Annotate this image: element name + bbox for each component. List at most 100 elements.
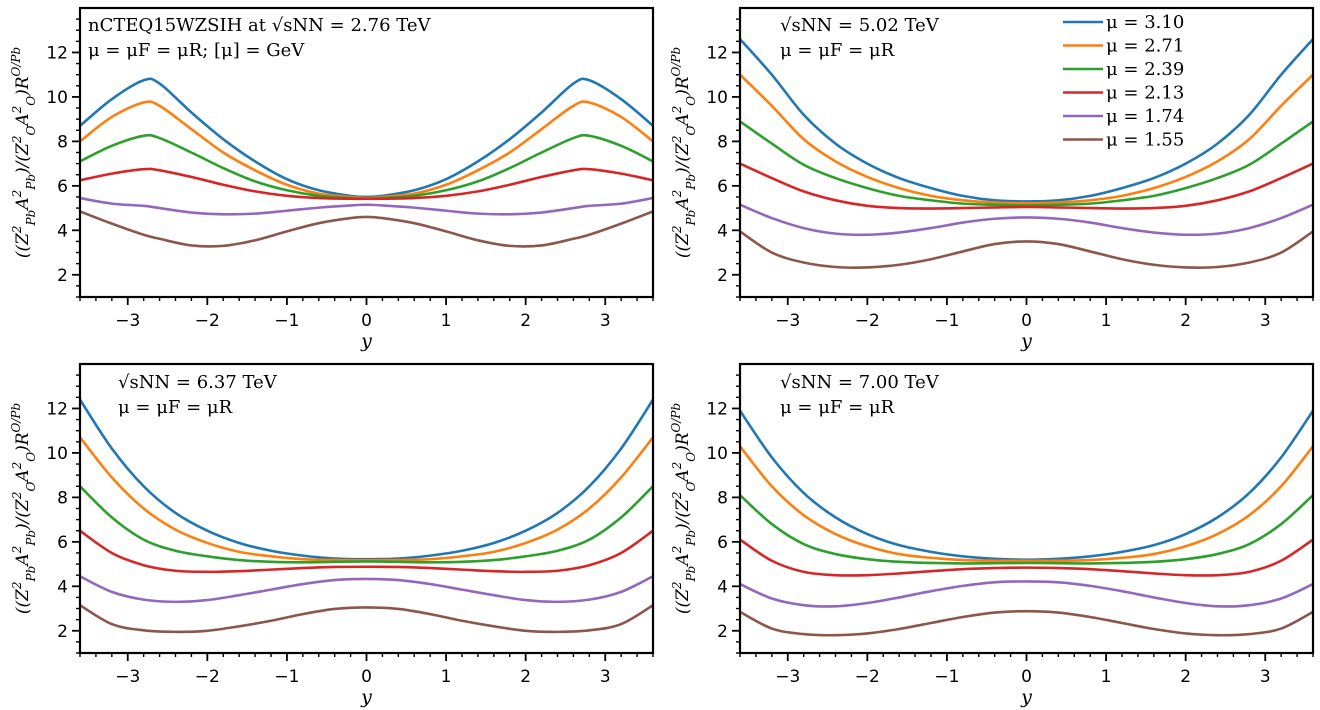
axes-frame [738,362,1315,655]
x-tick-label: 3 [1260,311,1271,331]
y-axis-label: ((Z2PbA2Pb)/(Z2OA2O)RO/Pb [9,47,38,258]
legend-label: μ = 3.10 [1106,12,1184,33]
x-tick-label: 2 [1180,311,1191,331]
y-tick-label: 4 [57,577,68,597]
series-line-mu-3.10 [740,37,1313,203]
series-line-mu-2.13 [80,529,653,574]
x-tick-label: −2 [195,667,220,687]
y-tick-label: 4 [717,577,728,597]
x-tick-label: 1 [1101,311,1112,331]
x-tick-label: −2 [855,311,880,331]
series-line-mu-2.71 [80,100,653,200]
y-tick-label: 8 [57,488,68,508]
series-line-mu-3.10 [80,398,653,561]
x-axis-label: y [1020,330,1032,352]
series-line-mu-3.10 [80,77,653,199]
annotation-line-2: μ = μF = μR [118,397,233,418]
annotation-line-1: √sNN = 7.00 TeV [780,372,940,393]
legend-label: μ = 2.13 [1106,83,1184,104]
y-tick-label: 8 [717,488,728,508]
panel-top-right: −3 −2 −1 0 1 2 324681012y((Z2PbA2Pb)/(Z2OA2O)R… [669,6,1315,352]
legend-label: μ = 2.39 [1106,59,1184,80]
series-line-mu-1.74 [740,203,1313,237]
series-group [80,77,653,248]
x-tick-label: 2 [1180,667,1191,687]
x-tick-label: 2 [520,667,531,687]
y-tick-label: 6 [57,177,68,197]
x-tick-label: −1 [934,311,959,331]
x-tick-label: −2 [855,667,880,687]
x-tick-label: −3 [775,667,800,687]
y-axis-label: ((Z2PbA2Pb)/(Z2OA2O)RO/Pb [669,47,698,258]
y-tick-label: 6 [57,533,68,553]
y-tick-label: 2 [717,622,728,642]
y-tick-label: 12 [46,399,68,419]
y-tick-label: 2 [717,266,728,286]
series-group [740,37,1313,269]
y-tick-label: 8 [717,132,728,152]
x-tick-label: 3 [1260,667,1271,687]
series-line-mu-2.13 [740,162,1313,210]
series-line-mu-2.39 [740,493,1313,565]
legend-label: μ = 2.71 [1106,36,1184,57]
y-tick-label: 2 [57,622,68,642]
series-line-mu-3.10 [740,409,1313,561]
panel-bottom-right: −3 −2 −1 0 1 2 324681012y((Z2PbA2Pb)/(Z2OA2O)R… [669,362,1315,708]
y-tick-label: 8 [57,132,68,152]
series-line-mu-1.55 [80,603,653,634]
series-group [740,409,1313,637]
panel-bottom-left: −3 −2 −1 0 1 2 324681012y((Z2PbA2Pb)/(Z2OA2O)R… [9,362,655,708]
series-line-mu-2.39 [740,120,1313,207]
x-tick-label: −3 [775,311,800,331]
axes-frame [738,6,1315,299]
series-line-mu-1.55 [740,230,1313,269]
legend-label: μ = 1.55 [1106,130,1184,151]
annotation-line-2: μ = μF = μR [780,397,895,418]
series-line-mu-1.55 [740,609,1313,637]
x-tick-label: −1 [934,667,959,687]
x-tick-label: −3 [115,311,140,331]
y-tick-label: 10 [706,444,728,464]
series-line-mu-1.74 [80,196,653,216]
x-tick-label: 0 [361,311,372,331]
x-tick-label: 0 [361,667,372,687]
y-tick-label: 12 [706,43,728,63]
legend-label: μ = 1.74 [1106,106,1184,127]
annotation-line-2: μ = μF = μR; [μ] = GeV [88,40,305,61]
x-tick-label: 3 [600,667,611,687]
y-tick-label: 2 [57,266,68,286]
series-line-mu-2.71 [740,73,1313,205]
axes-frame [78,362,655,655]
y-tick-label: 6 [717,177,728,197]
annotation-line-1: nCTEQ15WZSIH at √sNN = 2.76 TeV [88,15,432,36]
x-tick-label: 0 [1021,311,1032,331]
x-tick-label: −2 [195,311,220,331]
y-tick-label: 10 [706,88,728,108]
legend: μ = 3.10 μ = 2.71μ = 2.39 μ = 2.13μ = 1.74… [1063,12,1184,151]
y-axis-label: ((Z2PbA2Pb)/(Z2OA2O)RO/Pb [669,403,698,614]
series-line-mu-1.74 [740,580,1313,608]
series-line-mu-1.55 [80,210,653,248]
x-tick-label: 1 [441,311,452,331]
series-line-mu-2.71 [740,444,1313,563]
y-tick-label: 12 [706,399,728,419]
x-axis-label: y [360,330,372,352]
series-line-mu-2.13 [80,167,653,201]
annotation-line-1: √sNN = 5.02 TeV [780,15,940,36]
x-tick-label: −1 [274,311,299,331]
series-line-mu-2.13 [740,538,1313,577]
axes-frame [78,6,655,299]
x-axis-label: y [1020,686,1032,708]
x-axis-label: y [360,686,372,708]
panel-top-left: −3 −2 −1 0 1 2 324681012y((Z2PbA2Pb)/(Z2OA2O)R… [9,6,655,352]
annotation-line-1: √sNN = 6.37 TeV [118,372,278,393]
x-tick-label: −3 [115,667,140,687]
x-tick-label: 3 [600,311,611,331]
series-group [80,398,653,634]
series-line-mu-2.39 [80,133,653,201]
x-tick-label: 1 [1101,667,1112,687]
series-line-mu-1.74 [80,575,653,604]
x-tick-label: 1 [441,667,452,687]
series-line-mu-2.39 [80,484,653,564]
